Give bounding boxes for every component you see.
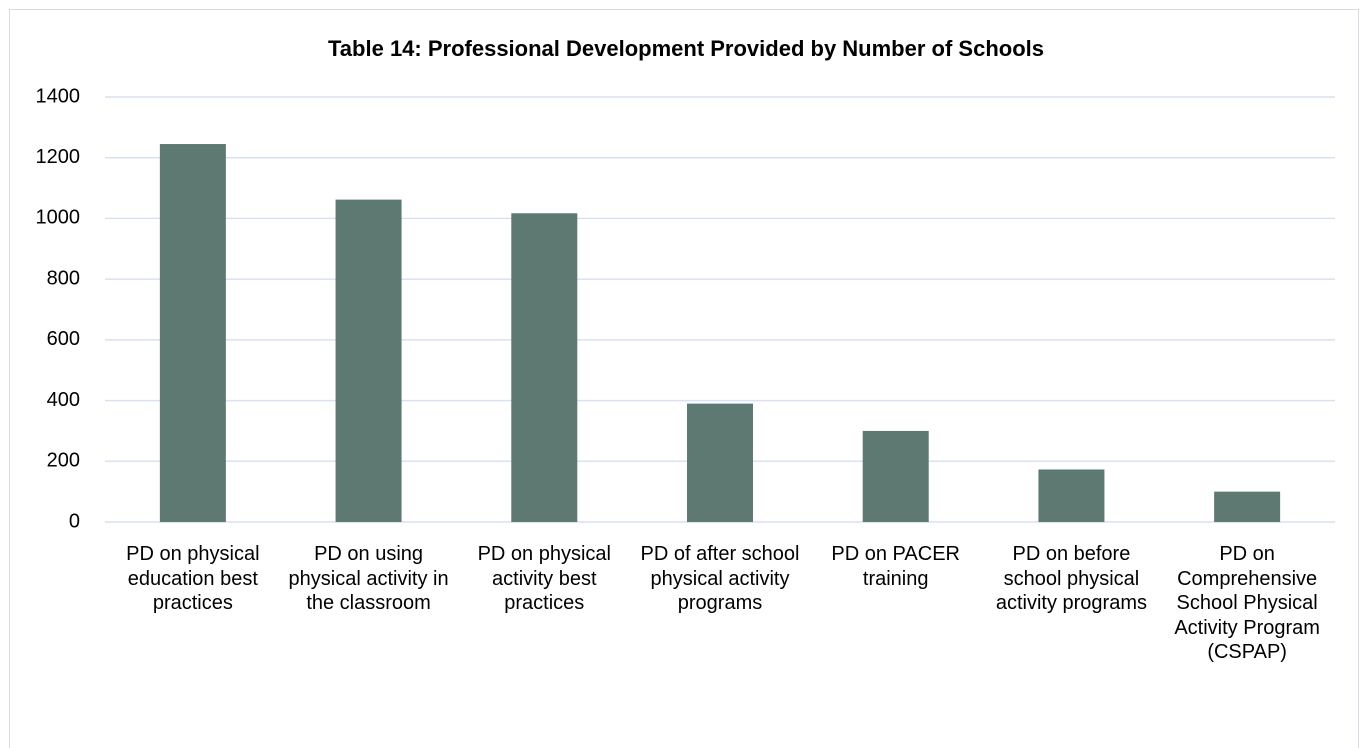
bar <box>511 213 578 522</box>
x-tick-label: PD on before school physical activity pr… <box>995 543 1147 614</box>
bar <box>159 144 226 522</box>
y-tick-label: 400 <box>47 389 80 411</box>
x-tick-label: PD on physical activity best practices <box>477 543 611 614</box>
x-tick-label: PD on Comprehensive School Physical Acti… <box>1174 543 1320 663</box>
x-tick-label: PD of after school physical activity pro… <box>640 543 800 614</box>
y-tick-label: 1200 <box>36 146 81 168</box>
bar <box>1214 491 1281 522</box>
y-tick-label: 1000 <box>36 207 81 229</box>
x-tick-label: PD on physical education best practices <box>126 543 260 614</box>
y-tick-label: 600 <box>47 328 80 350</box>
y-tick-label: 200 <box>47 450 80 472</box>
chart-title: Table 14: Professional Development Provi… <box>328 36 1044 61</box>
y-tick-label: 800 <box>47 267 80 289</box>
y-tick-label: 1400 <box>36 85 81 107</box>
bar <box>1038 469 1105 522</box>
x-tick-label: PD on PACER training <box>831 543 960 590</box>
x-tick-label: PD on using physical activity in the cla… <box>288 543 449 614</box>
bar <box>335 199 402 522</box>
bar <box>687 403 753 522</box>
chart-border <box>9 9 1359 748</box>
bar <box>862 430 929 522</box>
y-tick-label: 0 <box>69 510 80 532</box>
